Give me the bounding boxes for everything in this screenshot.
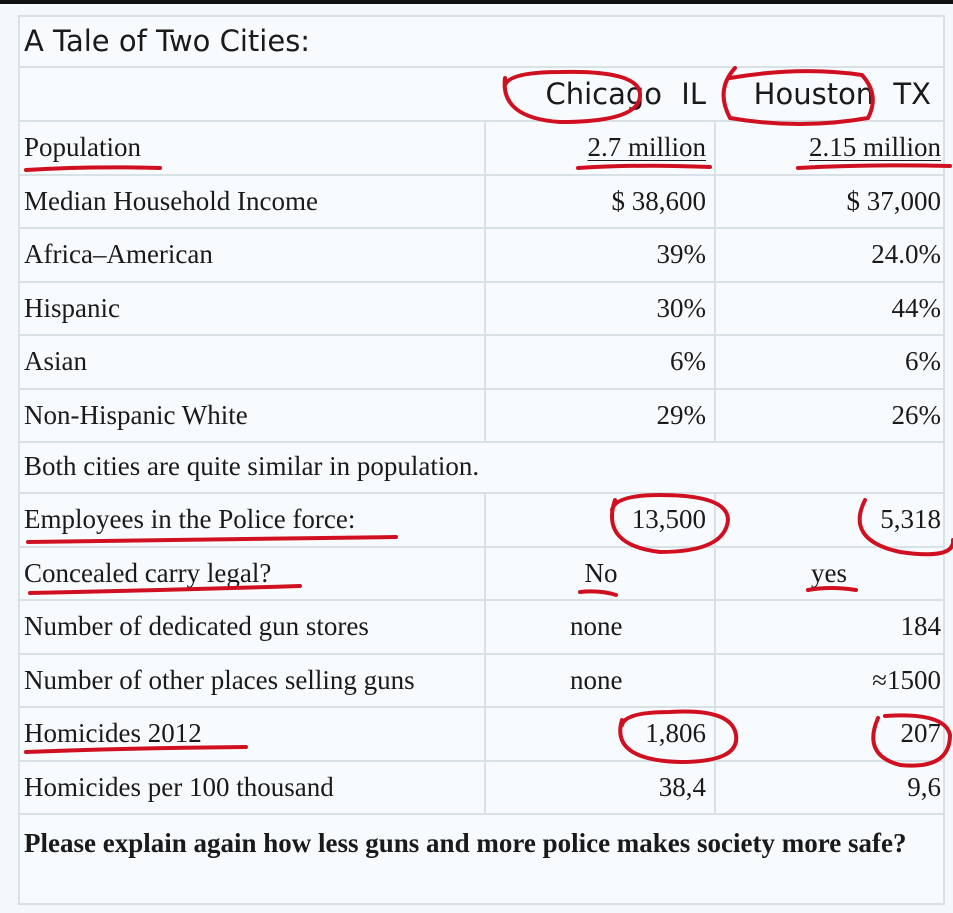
row-label: Homicides 2012 bbox=[24, 718, 202, 749]
row-label: Africa–American bbox=[24, 239, 213, 270]
table-row: Number of dedicated gun stores none 184 bbox=[18, 601, 945, 655]
row-label: Employees in the Police force: bbox=[24, 504, 356, 535]
houston-value: 207 bbox=[714, 708, 945, 760]
row-label: Median Household Income bbox=[24, 185, 318, 216]
table-row: Homicides per 100 thousand 38,4 9,6 bbox=[18, 761, 945, 815]
city-houston: Houston bbox=[753, 77, 875, 111]
houston-value: 26% bbox=[714, 389, 945, 441]
chicago-value: 38,4 bbox=[484, 761, 714, 813]
conclusion-text: Please explain again how less guns and m… bbox=[24, 828, 907, 858]
table-row: Non-Hispanic White 29% 26% bbox=[18, 389, 945, 443]
table-row: Homicides 2012 1,806 207 bbox=[18, 708, 945, 762]
houston-value: ≈1500 bbox=[714, 654, 945, 706]
state-il: IL bbox=[681, 77, 706, 111]
table-row: Concealed carry legal? No yes bbox=[18, 547, 945, 601]
note-row: Both cities are quite similar in populat… bbox=[18, 441, 945, 494]
chicago-value: none bbox=[484, 601, 714, 653]
table-row: Population 2.7 million 2.15 million bbox=[18, 122, 945, 176]
table-row: Africa–American 39% 24.0% bbox=[18, 229, 945, 283]
table-row: Employees in the Police force: 13,500 5,31… bbox=[18, 494, 945, 548]
houston-value: 44% bbox=[714, 282, 945, 334]
chicago-value: 2.7 million bbox=[484, 122, 714, 174]
row-label: Population bbox=[24, 132, 142, 163]
city-chicago: Chicago bbox=[545, 77, 663, 111]
title-row: A Tale of Two Cities: bbox=[18, 15, 945, 68]
houston-value: 2.15 million bbox=[714, 122, 945, 174]
chicago-value: No bbox=[484, 547, 714, 599]
state-tx: TX bbox=[893, 77, 931, 111]
chicago-value: 13,500 bbox=[484, 494, 714, 546]
row-label: Homicides per 100 thousand bbox=[24, 771, 334, 802]
header-row: Chicago IL Houston TX bbox=[18, 68, 945, 122]
note-text: Both cities are quite similar in populat… bbox=[24, 451, 480, 481]
top-edge bbox=[0, 0, 953, 4]
houston-value: 184 bbox=[714, 601, 945, 653]
chicago-value: 6% bbox=[484, 336, 714, 388]
houston-value: 6% bbox=[714, 336, 945, 388]
header-chicago: Chicago IL bbox=[484, 68, 714, 120]
chicago-value: 30% bbox=[484, 282, 714, 334]
chicago-value: 1,806 bbox=[484, 708, 714, 760]
houston-value: yes bbox=[714, 547, 945, 599]
row-label: Non-Hispanic White bbox=[24, 399, 248, 430]
table-row: Hispanic 30% 44% bbox=[18, 282, 945, 336]
houston-value: 5,318 bbox=[714, 494, 945, 546]
houston-value: 24.0% bbox=[714, 229, 945, 281]
chicago-value: 29% bbox=[484, 389, 714, 441]
row-label: Concealed carry legal? bbox=[24, 557, 272, 588]
table-row: Median Household Income $ 38,600 $ 37,000 bbox=[18, 175, 945, 229]
houston-value: 9,6 bbox=[714, 761, 945, 813]
header-houston: Houston TX bbox=[714, 68, 945, 120]
chicago-value: none bbox=[484, 654, 714, 706]
table-row: Asian 6% 6% bbox=[18, 336, 945, 390]
row-label: Number of other places selling guns bbox=[24, 664, 415, 695]
row-label: Number of dedicated gun stores bbox=[24, 611, 369, 642]
chicago-value: 39% bbox=[484, 229, 714, 281]
table-title: A Tale of Two Cities: bbox=[24, 23, 311, 58]
row-label: Hispanic bbox=[24, 292, 120, 323]
houston-value: $ 37,000 bbox=[714, 175, 945, 227]
table-frame bbox=[18, 15, 945, 905]
row-label: Asian bbox=[24, 346, 87, 377]
table-row: Number of other places selling guns none ≈… bbox=[18, 654, 945, 708]
chicago-value: $ 38,600 bbox=[484, 175, 714, 227]
